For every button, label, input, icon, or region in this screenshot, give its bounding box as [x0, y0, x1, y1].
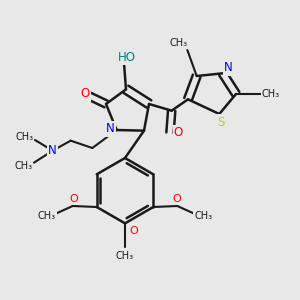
- Text: CH₃: CH₃: [194, 211, 212, 221]
- Text: N: N: [224, 61, 232, 74]
- Text: CH₃: CH₃: [262, 89, 280, 99]
- Text: CH₃: CH₃: [38, 211, 56, 221]
- Text: N: N: [48, 144, 57, 157]
- Text: O: O: [172, 194, 181, 204]
- Text: O: O: [129, 226, 138, 236]
- Text: CH₃: CH₃: [170, 38, 188, 48]
- Text: HO: HO: [118, 51, 136, 64]
- Text: O: O: [69, 194, 78, 204]
- Text: CH₃: CH₃: [116, 251, 134, 261]
- Text: S: S: [217, 116, 224, 128]
- Text: O: O: [80, 88, 90, 100]
- Text: CH₃: CH₃: [14, 161, 32, 171]
- Text: N: N: [106, 122, 115, 136]
- Text: O: O: [174, 126, 183, 139]
- Text: CH₃: CH₃: [15, 132, 33, 142]
